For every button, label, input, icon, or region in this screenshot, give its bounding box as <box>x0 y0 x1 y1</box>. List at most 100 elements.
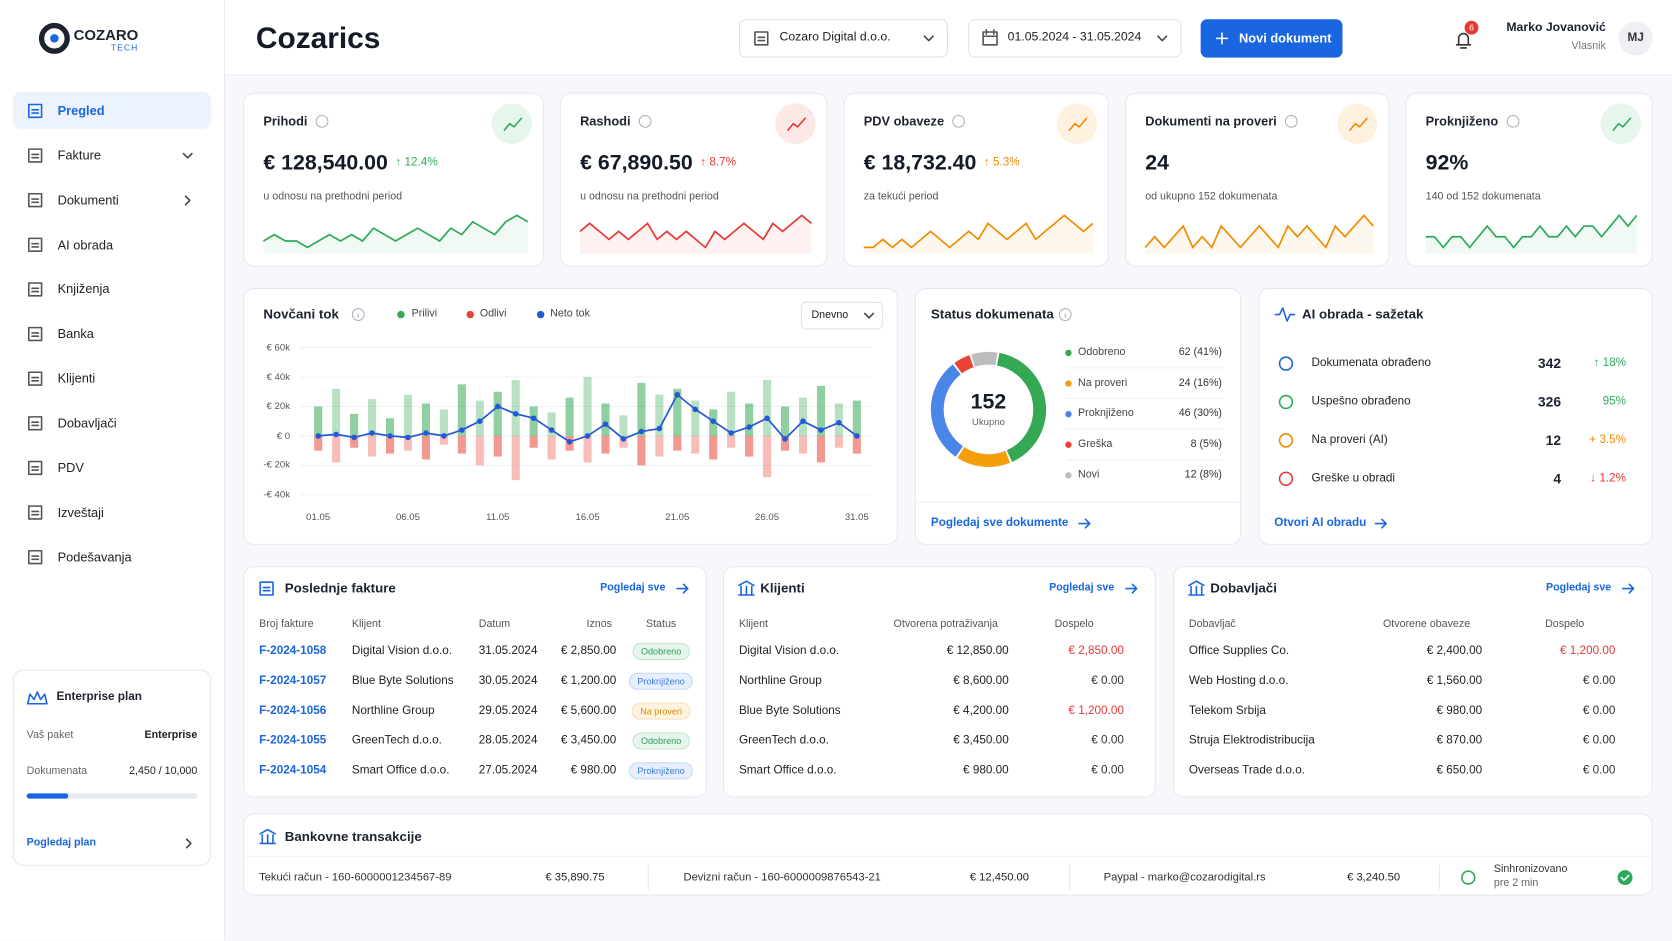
party-overdue: € 1,200.00 <box>1068 704 1124 717</box>
plan-link[interactable]: Pogledaj plan <box>26 837 96 849</box>
bar <box>368 435 377 457</box>
icon <box>1078 518 1091 529</box>
donut-total-label: Ukupno <box>971 416 1006 428</box>
kpi-change: ↑ 5.3% <box>983 156 1020 169</box>
donut-segment <box>971 351 998 367</box>
bar <box>529 435 538 448</box>
net-point <box>405 434 411 441</box>
sparkline-area <box>1145 215 1374 254</box>
invoice-number[interactable]: F-2024-1054 <box>259 763 327 777</box>
party-open: € 1,560.00 <box>1426 674 1483 688</box>
legend-dot <box>1065 472 1072 479</box>
sparkline-area <box>263 215 528 254</box>
icon <box>185 838 192 849</box>
bar <box>780 435 790 451</box>
account-name: Devizni račun - 160-6000009876543-21 <box>683 870 881 884</box>
y-tick-label: € 20k <box>266 400 291 412</box>
invoice-number[interactable]: F-2024-1057 <box>259 674 327 688</box>
card-link[interactable]: Pogledaj sve <box>1545 582 1612 594</box>
invoice-number[interactable]: F-2024-1058 <box>259 644 327 658</box>
card-link[interactable]: Pogledaj sve <box>1049 582 1115 594</box>
new-document-label[interactable]: Novi dokument <box>1239 30 1332 46</box>
company-select[interactable] <box>738 19 948 58</box>
party-name: Office Supplies Co. <box>1188 644 1290 658</box>
header-bar <box>224 0 1672 76</box>
kpi-label: Prihodi <box>263 113 308 129</box>
sparkline <box>1144 214 1375 249</box>
bar <box>332 435 341 463</box>
invoice-number[interactable]: F-2024-1055 <box>259 734 327 747</box>
account-name: Paypal - marko@cozarodigital.rs <box>1103 870 1266 884</box>
nav-item[interactable]: Podešavanja <box>57 549 132 565</box>
icon <box>27 103 43 119</box>
nav-item[interactable]: Fakture <box>57 147 101 163</box>
info-icon <box>639 115 652 128</box>
row-label: Na proveri (AI) <box>1311 433 1388 447</box>
party-overdue: € 0.00 <box>1582 763 1616 777</box>
icon <box>27 460 43 476</box>
net-point <box>315 433 321 439</box>
card-link[interactable]: Pogledaj sve dokumente <box>930 516 1069 530</box>
kpi-note: za tekući period <box>863 190 939 203</box>
party-overdue: € 0.00 <box>1582 704 1616 717</box>
net-point <box>638 428 645 435</box>
invoice-number[interactable]: F-2024-1056 <box>259 704 327 717</box>
party-name: GreenTech d.o.o. <box>738 734 829 747</box>
nav-item[interactable]: Izveštaji <box>57 504 104 520</box>
bar <box>852 435 861 454</box>
icon <box>1125 583 1138 594</box>
kpi-label: Rashodi <box>580 113 631 129</box>
column-header: Broj fakture <box>259 618 314 631</box>
column-header: Status <box>645 618 677 631</box>
net-point <box>728 430 734 436</box>
party-name: Blue Byte Solutions <box>738 704 841 717</box>
kpi-note: u odnosu na prethodni period <box>580 190 719 203</box>
nav-item[interactable]: Klijenti <box>57 370 96 386</box>
card-link[interactable]: Pogledaj sve <box>600 582 666 594</box>
pulse-icon <box>1274 307 1296 322</box>
column-header: Dospelo <box>1545 618 1585 631</box>
account-balance: € 35,890.75 <box>545 870 605 884</box>
nav-item[interactable]: Pregled <box>57 103 105 119</box>
nav-item[interactable]: Dokumenti <box>57 192 119 208</box>
net-point <box>656 425 663 432</box>
icon <box>27 192 43 208</box>
bar <box>439 409 448 436</box>
nav-item[interactable]: PDV <box>57 460 84 476</box>
kpi-note: 140 od 152 dokumenata <box>1425 190 1541 203</box>
nav-item[interactable]: Knjiženja <box>57 281 110 297</box>
net-point <box>566 439 573 445</box>
status-pill: Odobreno <box>632 642 690 661</box>
legend-label: Odobreno <box>1078 346 1126 359</box>
date-select[interactable] <box>968 19 1182 58</box>
net-point <box>800 418 806 424</box>
bar <box>457 435 466 454</box>
account-balance: € 12,450.00 <box>969 870 1029 884</box>
legend-dot <box>536 310 545 319</box>
donut-segment <box>957 447 1011 468</box>
nav-item[interactable]: Banka <box>57 326 94 342</box>
bar <box>547 435 556 460</box>
notification-badge <box>1464 20 1479 35</box>
period-select[interactable] <box>800 301 883 330</box>
nav-item[interactable]: AI obrada <box>57 237 114 253</box>
net-point <box>423 430 429 436</box>
period-label[interactable]: Dnevno <box>811 309 849 321</box>
party-overdue: € 0.00 <box>1091 763 1124 777</box>
row-change: ↑ 18% <box>1593 356 1627 370</box>
status-pill: Na proveri <box>631 702 691 720</box>
net-point <box>387 433 393 439</box>
card-link[interactable]: Otvori AI obradu <box>1274 516 1367 530</box>
nav-item[interactable]: Dobavljači <box>57 415 117 431</box>
x-tick-label: 16.05 <box>575 511 600 523</box>
chart-title: Status dokumenata <box>930 306 1054 322</box>
date-range[interactable]: 01.05.2024 - 31.05.2024 <box>1007 31 1142 44</box>
icon <box>27 549 43 565</box>
company-name[interactable]: Cozaro Digital d.o.o. <box>779 31 891 44</box>
icon <box>27 326 43 342</box>
bar <box>816 435 825 463</box>
legend-label: Neto tok <box>550 308 590 320</box>
bar <box>852 400 861 436</box>
kpi-label: Dokumenti na proveri <box>1145 113 1277 129</box>
